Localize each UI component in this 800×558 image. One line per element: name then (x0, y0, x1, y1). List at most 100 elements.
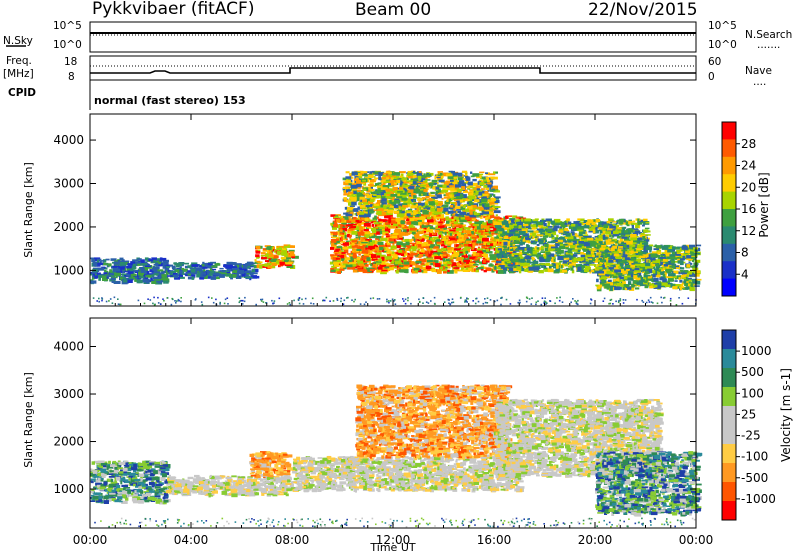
scatter-cell (394, 211, 400, 214)
scatter-cell (357, 267, 362, 269)
scatter-cell (525, 269, 527, 272)
scatter-cell (212, 266, 218, 268)
scatter-cell (446, 221, 450, 224)
scatter-cell (413, 171, 415, 173)
scatter-cell (423, 246, 429, 248)
scatter-cell (437, 208, 443, 212)
scatter-cell (413, 181, 417, 184)
scatter-cell (487, 182, 491, 184)
scatter-cell (454, 248, 461, 250)
scatter-cell (563, 244, 567, 246)
scatter-cell (577, 218, 580, 220)
scatter-cell (373, 194, 377, 196)
scatter-cell (401, 258, 403, 261)
scatter-cell (476, 253, 480, 256)
scatter-cell (399, 269, 406, 272)
scatter-cell (387, 243, 390, 245)
scatter-cell (93, 268, 98, 270)
scatter-cell (635, 231, 638, 233)
scatter-cell (93, 263, 98, 266)
scatter-cell (361, 242, 368, 244)
scatter-cell (516, 217, 520, 219)
scatter-cell (581, 255, 586, 258)
scatter-cell (429, 212, 432, 215)
scatter-cell (487, 179, 490, 182)
scatter-cell (196, 267, 203, 271)
scatter-cell (409, 218, 414, 221)
scatter-cell (377, 186, 383, 188)
scatter-cell (449, 229, 455, 231)
scatter-cell (432, 269, 437, 272)
scatter-cell (490, 177, 494, 179)
freq-tick-top: 18 (64, 56, 77, 68)
scatter-cell (113, 266, 118, 268)
freq-trace (90, 68, 696, 73)
scatter-cell (378, 242, 384, 245)
scatter-cell (429, 198, 432, 201)
scatter-cell (353, 217, 357, 220)
scatter-cell (265, 260, 269, 262)
scatter-cell (109, 269, 112, 272)
scatter-cell (455, 206, 461, 209)
scatter-cell (139, 276, 145, 278)
scatter-cell (227, 269, 232, 271)
scatter-cell (468, 221, 472, 224)
scatter-cell (376, 231, 380, 234)
scatter-cell (416, 188, 419, 190)
scatter-cell (374, 204, 379, 206)
scatter-cell (423, 244, 426, 247)
scatter-cell (484, 207, 490, 210)
scatter-cell (472, 224, 479, 226)
scatter-cell (291, 256, 295, 258)
scatter-cell (400, 176, 403, 178)
scatter-cell (137, 264, 140, 266)
scatter-cell (219, 274, 225, 278)
scatter-cell (491, 198, 496, 201)
scatter-cell (263, 250, 269, 252)
scatter-cell (356, 184, 362, 187)
scatter-cell (97, 260, 99, 263)
scatter-cell (407, 212, 411, 214)
scatter-cell (382, 257, 384, 261)
scatter-cell (346, 214, 352, 217)
scatter-cell (250, 263, 256, 265)
scatter-cell (114, 273, 121, 277)
scatter-cell (232, 268, 238, 270)
scatter-cell (486, 227, 489, 231)
scatter-cell (365, 218, 369, 222)
scatter-cell (433, 233, 436, 235)
scatter-cell (359, 205, 365, 208)
scatter-cell (408, 176, 413, 179)
scatter-cell (407, 245, 410, 248)
scatter-cell (466, 187, 470, 189)
scatter-cell (420, 239, 424, 241)
scatter-cell (470, 212, 473, 215)
scatter-cell (426, 244, 430, 246)
scatter-cell (481, 188, 486, 190)
scatter-cell (401, 198, 407, 201)
scatter-cell (388, 210, 394, 213)
scatter-cell (461, 217, 466, 219)
scatter-cell (413, 212, 418, 215)
scatter-cell (151, 281, 156, 284)
scatter-cell (157, 269, 163, 271)
scatter-cell (551, 248, 555, 250)
scatter-cell (279, 247, 282, 251)
scatter-cell (379, 247, 383, 250)
scatter-cell (378, 176, 381, 180)
scatter-cell (406, 180, 413, 182)
scatter-cell (481, 199, 487, 203)
scatter-cell (219, 268, 223, 270)
scatter-cell (401, 225, 404, 227)
scatter-cell (426, 266, 431, 269)
scatter-cell (131, 274, 137, 276)
scatter-cell (155, 263, 158, 267)
scatter-cell (462, 257, 464, 259)
scatter-cell (410, 228, 417, 231)
scatter-cell (487, 234, 490, 236)
scatter-cell (438, 222, 443, 224)
scatter-cell (448, 250, 453, 254)
scatter-cell (358, 223, 361, 227)
scatter-cell (357, 190, 361, 192)
scatter-cell (493, 171, 495, 174)
